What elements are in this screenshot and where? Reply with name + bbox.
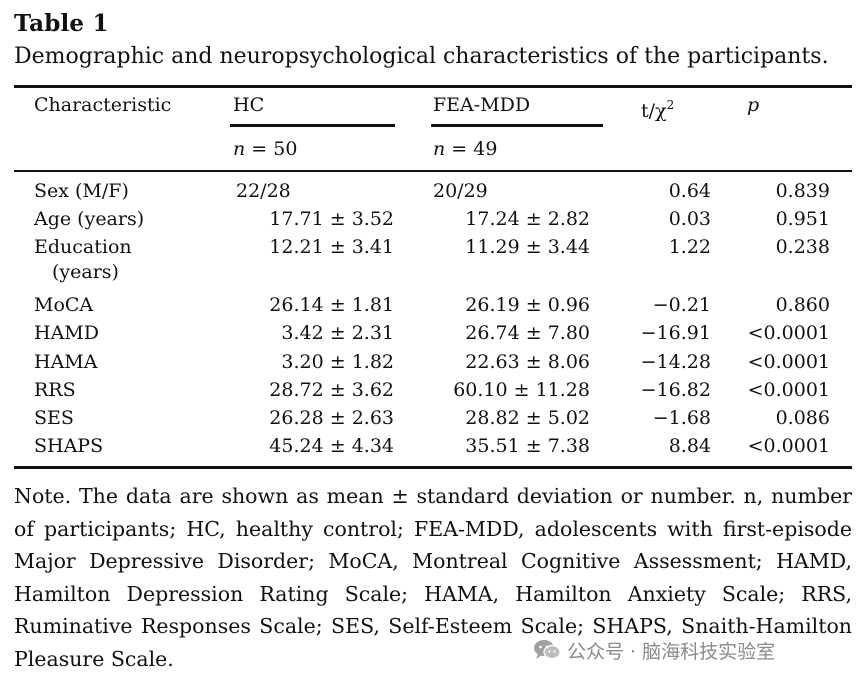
row-label: Education (years) [34,236,132,286]
statistic-value: −14.28 [640,351,711,373]
hc-value: 3.42 ± 2.31 [281,322,394,344]
header-statistic: t/χ2 [641,93,674,123]
hc-value: 28.72 ± 3.62 [269,379,394,401]
row-label: RRS [34,379,76,401]
hc-value: 17.71 ± 3.52 [269,208,394,230]
statistic-value: 0.64 [668,180,711,202]
hc-n-symbol: n [233,138,246,160]
row-label: HAMA [34,351,98,373]
statistic-value: −16.82 [640,379,711,401]
header-p-value: p [747,94,760,116]
table-row: HAMA 3.20 ± 1.82 22.63 ± 8.06 −14.28 <0.… [0,351,858,379]
table-row: Education (years) 12.21 ± 3.41 11.29 ± 3.… [0,236,858,283]
fea-sample-size: n = 49 [433,137,497,161]
p-value: 0.951 [775,208,830,230]
fea-value: 35.51 ± 7.38 [465,435,590,457]
header-characteristic: Characteristic [34,94,172,116]
fea-n-value: = 49 [445,138,498,160]
header-hc: HC [233,94,265,116]
table-row: Sex (M/F) 22/28 20/29 0.64 0.839 [0,180,858,208]
watermark-text: 公众号 · 脑海科技实验室 [567,640,776,663]
hc-group-rule [230,124,395,127]
hc-value: 26.28 ± 2.63 [269,407,394,429]
p-value: <0.0001 [747,435,830,457]
header-fea-mdd: FEA-MDD [433,94,531,116]
wechat-icon [534,640,561,660]
table-row: RRS 28.72 ± 3.62 60.10 ± 11.28 −16.82 <0… [0,379,858,407]
table-bottom-rule [14,466,852,469]
fea-value: 17.24 ± 2.82 [465,208,590,230]
header-statistic-text: t/χ [641,100,667,122]
p-value: 0.860 [775,294,830,316]
hc-value: 22/28 [236,180,291,202]
table-row: MoCA 26.14 ± 1.81 26.19 ± 0.96 −0.21 0.8… [0,294,858,322]
fea-value: 28.82 ± 5.02 [465,407,590,429]
row-label-main: Education [34,236,132,258]
p-value: <0.0001 [747,379,830,401]
table-row: SES 26.28 ± 2.63 28.82 ± 5.02 −1.68 0.08… [0,407,858,435]
row-label-continuation: (years) [52,261,119,283]
row-label: Age (years) [34,208,145,230]
hc-value: 26.14 ± 1.81 [269,294,394,316]
p-value: <0.0001 [747,322,830,344]
statistic-value: −16.91 [640,322,711,344]
hc-value: 45.24 ± 4.34 [269,435,394,457]
table-row: Age (years) 17.71 ± 3.52 17.24 ± 2.82 0.… [0,208,858,236]
statistic-value: 1.22 [668,236,711,258]
row-label: Sex (M/F) [34,180,129,202]
table-header-rule [14,170,852,172]
p-value: 0.238 [775,236,830,258]
table-top-rule [14,85,852,88]
p-value: 0.086 [775,407,830,429]
fea-value: 11.29 ± 3.44 [465,236,590,258]
table-row: SHAPS 45.24 ± 4.34 35.51 ± 7.38 8.84 <0.… [0,435,858,463]
p-value: <0.0001 [747,351,830,373]
fea-n-symbol: n [433,138,446,160]
header-statistic-superscript: 2 [666,98,675,112]
fea-value: 22.63 ± 8.06 [465,351,590,373]
row-label: HAMD [34,322,99,344]
row-label: SHAPS [34,435,104,457]
hc-n-value: = 50 [245,138,298,160]
table-caption: Demographic and neuropsychological chara… [14,44,829,69]
fea-group-rule [431,124,603,127]
row-label: MoCA [34,294,94,316]
fea-value: 20/29 [433,180,488,202]
fea-value: 26.74 ± 7.80 [465,322,590,344]
statistic-value: −1.68 [652,407,711,429]
table-label: Table 1 [14,10,109,37]
hc-value: 12.21 ± 3.41 [269,236,394,258]
hc-value: 3.20 ± 1.82 [281,351,394,373]
row-label: SES [34,407,74,429]
statistic-value: 0.03 [668,208,711,230]
watermark: 公众号 · 脑海科技实验室 [533,636,775,664]
statistic-value: −0.21 [652,294,711,316]
table-note: Note. The data are shown as mean ± stand… [14,484,852,671]
statistic-value: 8.84 [668,435,711,457]
table-row: HAMD 3.42 ± 2.31 26.74 ± 7.80 −16.91 <0.… [0,322,858,350]
hc-sample-size: n = 50 [233,137,297,161]
fea-value: 26.19 ± 0.96 [465,294,590,316]
fea-value: 60.10 ± 11.28 [453,379,590,401]
p-value: 0.839 [775,180,830,202]
